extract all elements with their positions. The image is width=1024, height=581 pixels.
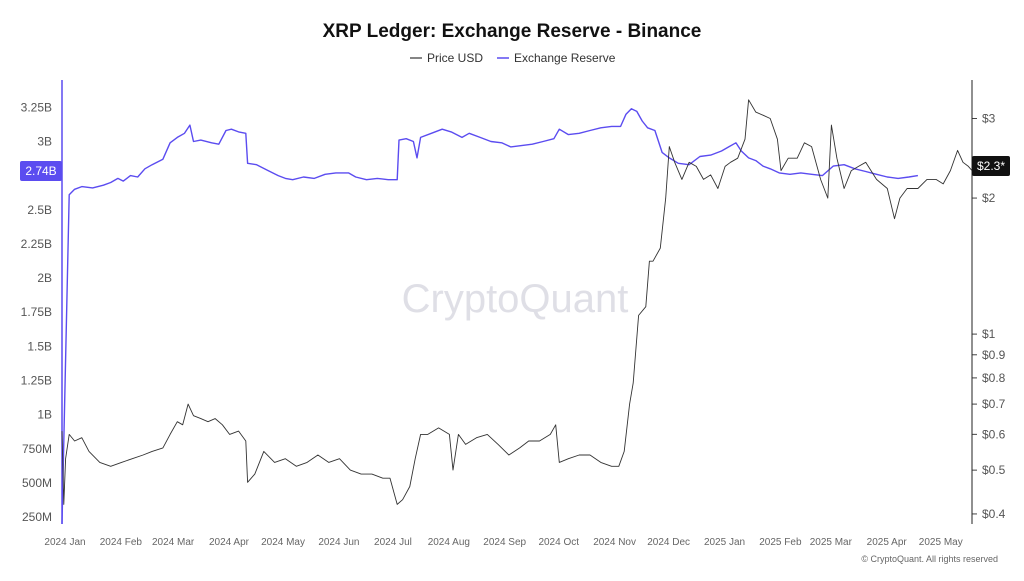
x-axis-ticks: 2024 Jan 2024 Feb 2024 Mar 2024 Apr 2024 May…: [44, 537, 962, 548]
right-current-value-badge: $2.3*: [972, 156, 1010, 176]
left-tick-label: 1B: [37, 408, 52, 422]
right-tick-label: $0.4: [982, 507, 1006, 521]
left-tick-label: 1.5B: [27, 339, 52, 353]
series-layer: [61, 99, 973, 525]
chart-title: XRP Ledger: Exchange Reserve - Binance: [323, 21, 702, 42]
x-tick-label: 2025 Feb: [759, 537, 802, 548]
x-tick-label: 2025 May: [919, 537, 963, 548]
left-tick-label: 750M: [22, 442, 52, 456]
left-tick-label: 3.25B: [21, 100, 52, 114]
right-tick-label: $0.8: [982, 371, 1006, 385]
right-tick-label: $1: [982, 327, 996, 341]
left-tick-label: 500M: [22, 476, 52, 490]
x-tick-label: 2024 Feb: [100, 537, 143, 548]
x-tick-label: 2024 Apr: [209, 537, 250, 548]
series-line-exchange-reserve: [61, 108, 919, 525]
left-tick-label: 1.75B: [21, 305, 52, 319]
left-current-value-bg: [20, 161, 62, 181]
x-tick-label: 2024 Sep: [483, 537, 526, 548]
left-current-value: 2.74B: [25, 164, 56, 178]
legend-label-reserve: Exchange Reserve: [514, 51, 616, 65]
x-tick-label: 2024 Aug: [428, 537, 470, 548]
x-tick-label: 2025 Apr: [867, 537, 908, 548]
left-tick-label: 2.25B: [21, 237, 52, 251]
copyright-notice: © CryptoQuant. All rights reserved: [861, 554, 998, 564]
x-tick-label: 2024 Jul: [374, 537, 412, 548]
x-tick-label: 2024 Nov: [593, 537, 636, 548]
left-axis-ticks: 3.25B 3B 2.5B 2.25B 2B 1.75B 1.5B 1.25B 1B 750M 50…: [21, 100, 52, 524]
x-tick-label: 2025 Mar: [810, 537, 853, 548]
left-tick-label: 250M: [22, 510, 52, 524]
left-tick-label: 1.25B: [21, 374, 52, 388]
watermark: CryptoQuant: [402, 277, 629, 321]
left-current-value-badge: 2.74B: [20, 161, 62, 181]
left-tick-label: 2B: [37, 271, 52, 285]
legend: Price USD Exchange Reserve: [410, 51, 616, 65]
right-tick-label: $2: [982, 191, 996, 205]
x-tick-label: 2024 May: [261, 537, 305, 548]
left-tick-label: 2.5B: [27, 203, 52, 217]
right-current-value: $2.3*: [977, 159, 1005, 173]
right-tick-label: $0.6: [982, 427, 1006, 441]
series-line-price-usd: [61, 99, 973, 505]
right-current-value-bg: [972, 156, 1010, 176]
right-tick-label: $0.7: [982, 397, 1006, 411]
legend-label-price: Price USD: [427, 51, 483, 65]
x-tick-label: 2024 Jun: [318, 537, 359, 548]
x-tick-label: 2024 Oct: [538, 537, 579, 548]
right-tick-label: $3: [982, 111, 996, 125]
left-tick-label: 3B: [37, 134, 52, 148]
x-tick-label: 2025 Jan: [704, 537, 745, 548]
x-tick-label: 2024 Dec: [647, 537, 690, 548]
right-tick-label: $0.5: [982, 463, 1006, 477]
right-tick-label: $0.9: [982, 348, 1006, 362]
x-tick-label: 2024 Jan: [44, 537, 85, 548]
x-tick-label: 2024 Mar: [152, 537, 195, 548]
right-axis-ticks: $3 $2 $1 $0.9 $0.8 $0.7 $0.6 $0.5 $0.4: [972, 111, 1006, 521]
